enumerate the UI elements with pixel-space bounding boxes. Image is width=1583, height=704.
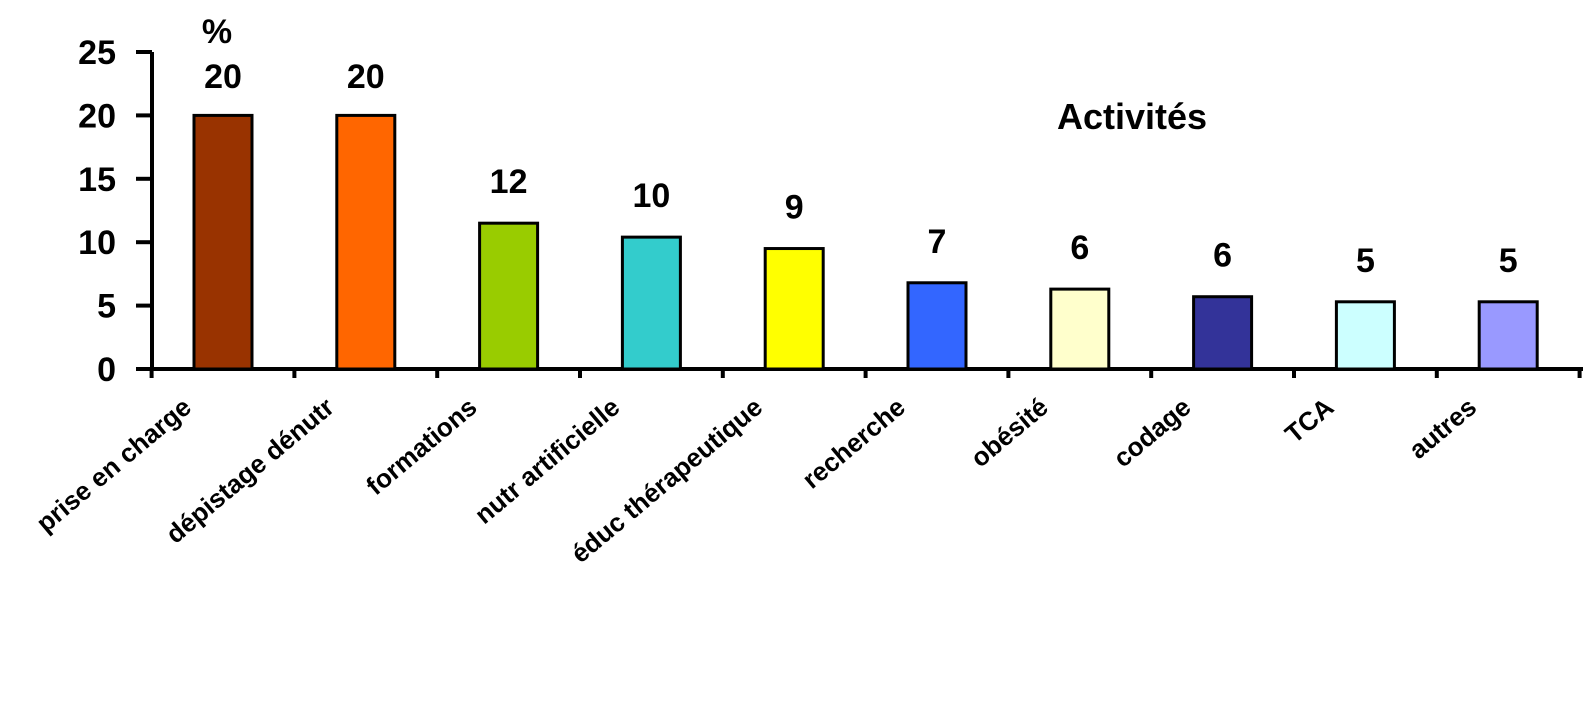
- data-label: 7: [928, 223, 947, 261]
- data-label: 20: [347, 58, 385, 96]
- category-label: formations: [360, 392, 482, 501]
- bar: [763, 247, 825, 371]
- bar: [906, 281, 968, 371]
- y-axis-unit-label: %: [202, 13, 232, 51]
- data-labels: 20 20 12 10 9 7 6 6 5 5: [204, 58, 1518, 280]
- y-tick-label: 15: [78, 161, 116, 199]
- data-label: 9: [785, 189, 804, 227]
- data-label: 12: [490, 163, 528, 201]
- category-label: obésité: [965, 392, 1054, 473]
- category-label: recherche: [796, 392, 911, 495]
- bars: [192, 113, 1539, 371]
- y-tick-label: 0: [97, 351, 116, 389]
- y-tick-label: 5: [97, 288, 116, 326]
- bar: [620, 235, 682, 371]
- bar: [1477, 300, 1539, 371]
- data-label: 10: [632, 177, 670, 215]
- chart-title: Activités: [1057, 96, 1207, 137]
- data-label: 6: [1070, 229, 1089, 267]
- bar: [335, 113, 397, 371]
- category-label: nutr artificielle: [469, 392, 626, 530]
- data-label: 6: [1213, 237, 1232, 275]
- bar: [1334, 300, 1396, 371]
- data-label: 20: [204, 58, 242, 96]
- category-label: codage: [1107, 392, 1196, 473]
- data-label: 5: [1356, 242, 1375, 280]
- y-tick-label: 25: [78, 34, 116, 72]
- bar: [1049, 287, 1111, 371]
- y-tick-label: 10: [78, 224, 116, 262]
- data-label: 5: [1499, 242, 1518, 280]
- y-axis-ticks: 0 5 10 15 20 25: [78, 34, 152, 389]
- x-axis-ticks: [149, 369, 1582, 378]
- bar: [478, 221, 540, 371]
- category-label: TCA: [1279, 391, 1339, 448]
- bar: [192, 113, 254, 371]
- bar: [1192, 295, 1254, 371]
- category-label: autres: [1403, 392, 1482, 465]
- y-tick-label: 20: [78, 97, 116, 135]
